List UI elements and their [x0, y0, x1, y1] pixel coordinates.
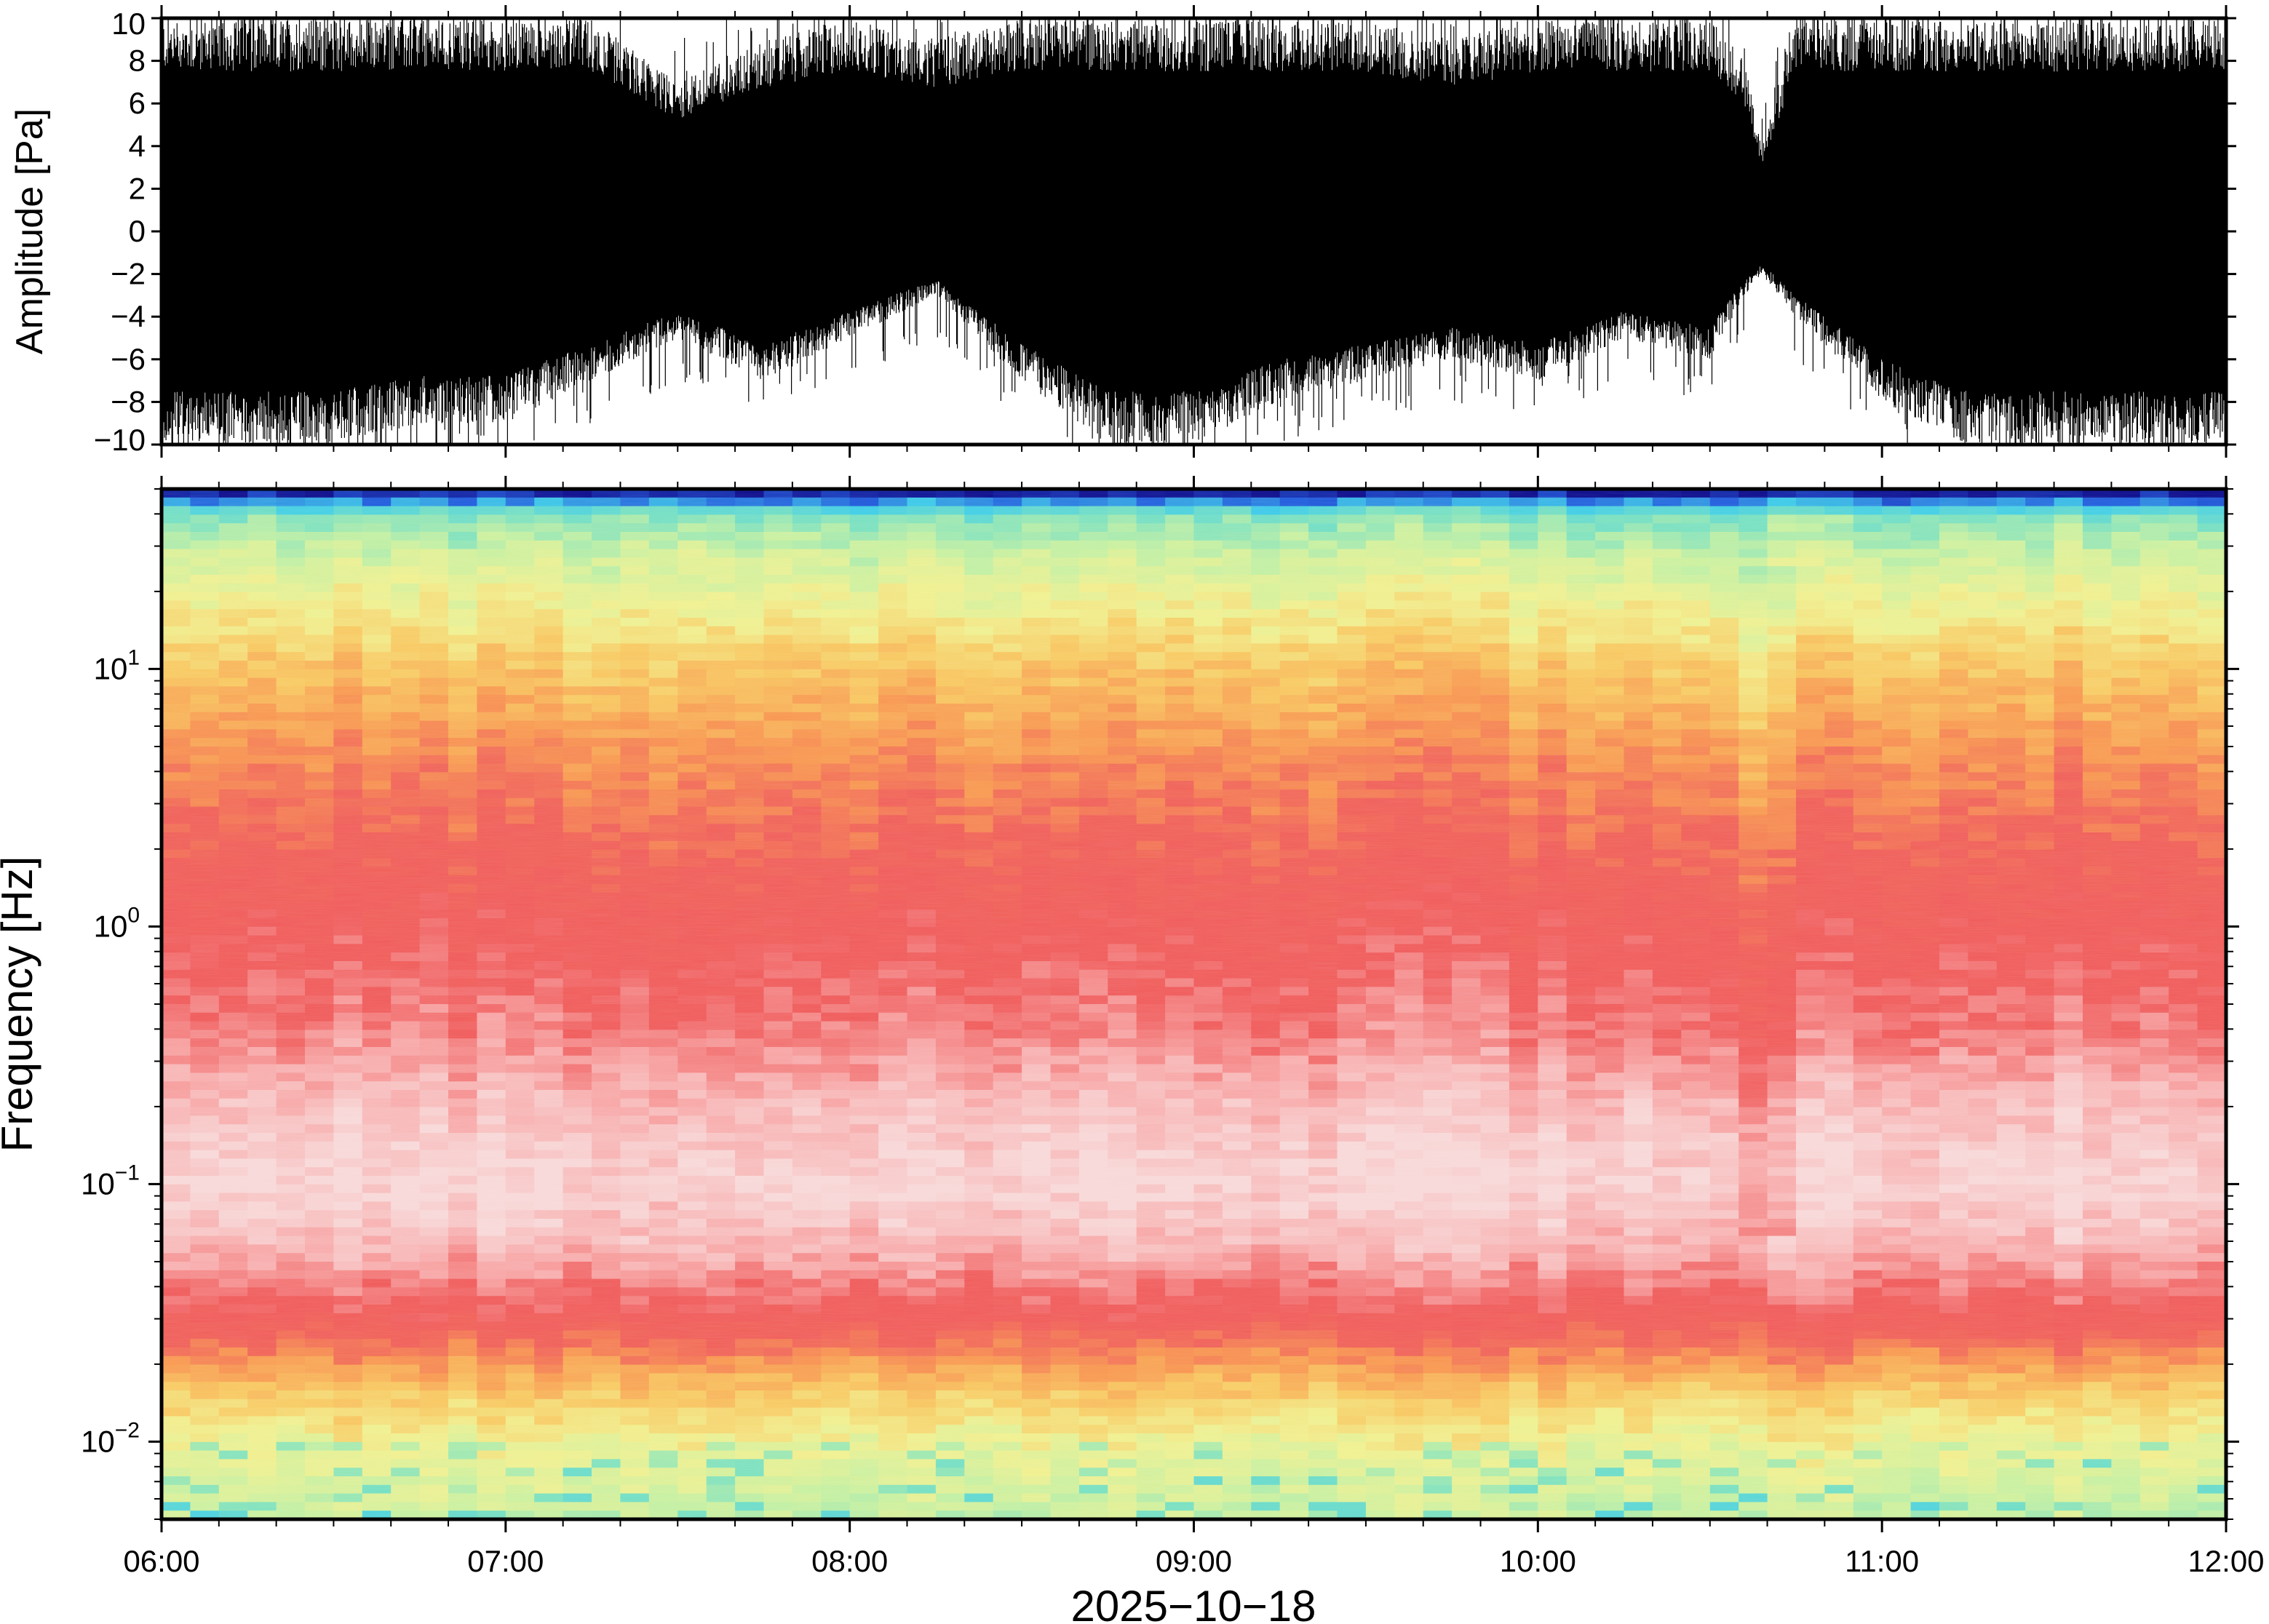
waveform-y-ticks: 108 6 4 2 0 −2 −4 −6 −8 −10 [94, 7, 2236, 457]
waveform-y-tick-label: 6 [129, 86, 146, 120]
waveform-y-tick-label: −6 [111, 342, 146, 376]
waveform-y-tick-label: 2 [129, 171, 146, 205]
waveform-y-tick-label: 10 [111, 7, 146, 41]
waveform-y-tick-label: 0 [129, 214, 146, 248]
waveform-panel: 108 6 4 2 0 −2 −4 −6 −8 −10 Amplitude [Pa] [9, 7, 2236, 457]
waveform-y-tick-label: −10 [94, 423, 146, 457]
waveform-trace [161, 18, 2227, 445]
waveform-y-tick-label: −2 [111, 257, 146, 291]
waveform-y-tick-label: 8 [129, 44, 146, 78]
waveform-y-tick-label: −8 [111, 384, 146, 418]
waveform-y-tick-label: 4 [129, 129, 146, 163]
waveform-y-axis-label: Amplitude [Pa] [9, 108, 51, 354]
waveform-y-tick-label: −4 [111, 299, 146, 333]
